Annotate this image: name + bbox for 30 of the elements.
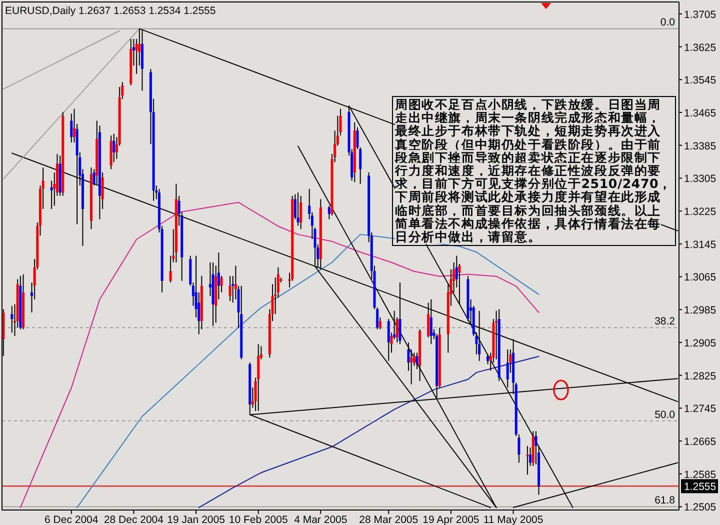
y-tick-label: 1.2745	[684, 403, 716, 416]
x-tick-label: 19 Apr 2005	[422, 514, 480, 525]
y-tick-label: 1.2665	[684, 436, 716, 448]
x-tick-label: 10 Feb 2005	[228, 514, 288, 525]
y-tick-label: 1.3545	[684, 74, 716, 87]
annotation: 61.8	[654, 494, 676, 507]
annotation: 0.0	[660, 16, 676, 29]
x-tick-label: 6 Dec 2004	[44, 514, 98, 525]
y-tick-label: 1.3385	[684, 140, 716, 152]
x-tick-label: 4 Mar 2005	[294, 514, 348, 525]
chart-title: EURUSD,Daily 1.2637 1.2653 1.2534 1.2555	[5, 5, 216, 17]
y-tick-label: 1.3065	[684, 272, 716, 284]
x-tick-label: 28 Mar 2005	[359, 514, 418, 525]
y-tick-label: 1.2585	[684, 468, 716, 481]
x-tick-label: 28 Dec 2004	[104, 514, 164, 525]
y-tick-label: 1.3705	[684, 8, 716, 21]
y-tick-label: 1.2825	[684, 370, 716, 382]
annotation: 38.2	[654, 316, 676, 328]
y-tick-label: 1.2505	[684, 502, 716, 514]
y-tick-label: 1.3625	[684, 42, 716, 54]
y-tick-label: 1.3465	[684, 107, 716, 120]
y-tick-label: 1.2985	[684, 304, 716, 317]
x-tick-label: 19 Jan 2005	[167, 514, 226, 525]
y-tick-label: 1.2905	[684, 337, 716, 350]
y-tick-label: 1.3145	[684, 238, 716, 251]
y-tick-label: 1.3225	[684, 206, 716, 218]
annotation: 50.0	[654, 408, 676, 421]
y-tick-label: 1.3305	[684, 173, 716, 186]
x-tick-label: 11 May 2005	[483, 514, 544, 525]
ref-line-label: 1.2555	[684, 481, 716, 494]
